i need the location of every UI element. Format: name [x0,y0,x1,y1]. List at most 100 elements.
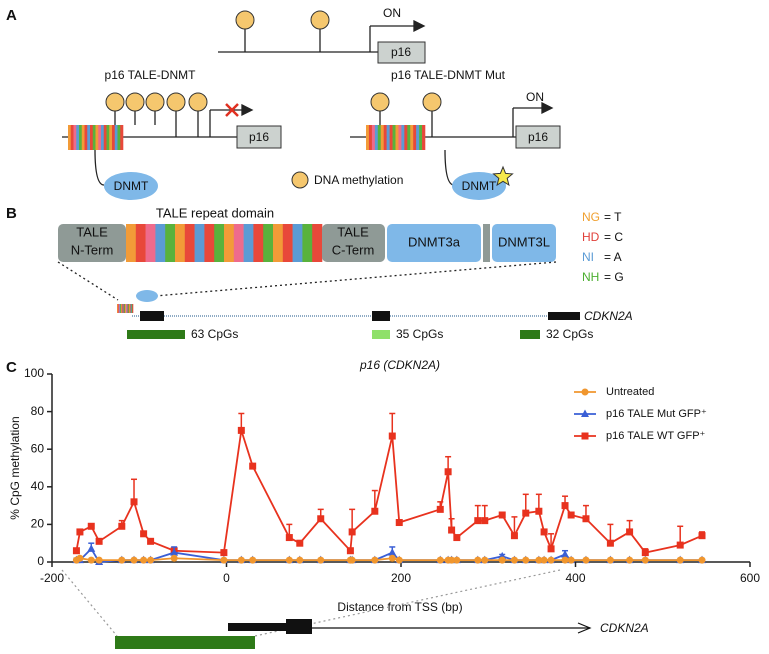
domain-label: N-Term [71,242,114,257]
repeat [395,125,399,150]
point [448,526,456,534]
repeat-domain [126,224,323,262]
repeat [92,125,96,150]
point [474,517,482,525]
repeat [204,224,215,262]
point [481,517,489,525]
point [170,554,178,562]
repeat [106,125,110,150]
point [498,511,506,519]
methyl-dots [105,92,208,112]
gene-box [377,41,426,64]
domain-label: C-Term [332,242,375,257]
legend-text: DNA methylation [314,173,403,187]
repeat [90,125,94,150]
point [535,507,543,515]
legend: Untreated p16 TALE Mut GFP⁺ p16 TALE WT GF… [574,386,707,442]
repeat [130,304,132,313]
repeat [383,125,387,150]
repeat [243,224,254,262]
dnmt-icon [136,290,158,302]
off-mark [225,103,239,117]
repeat [101,125,105,150]
panel-label: B [6,205,17,222]
repeat [175,224,186,262]
error-bar [349,508,356,532]
repeat [125,304,127,313]
construct-title: p16 TALE-DNMT Mut [391,68,506,82]
point [296,539,304,547]
point [237,556,245,564]
repeat [145,224,156,262]
code-meaning: = C [604,230,623,244]
cpg-island [127,330,185,339]
dnmt-label: DNMT [462,179,497,193]
repeat [79,125,83,150]
x-tick-label: 400 [565,571,585,585]
domain-label: TALE [337,224,369,239]
repeat [135,224,146,262]
construct-title: p16 TALE-DNMT [105,68,197,82]
gene-name: CDKN2A [584,309,633,323]
point [676,541,684,549]
repeat [73,125,77,150]
error-bar [389,412,396,437]
repeat [386,125,390,150]
point [561,556,569,564]
error-bar [131,478,138,502]
point [453,534,461,542]
x-tick-label: 200 [391,571,411,585]
domain-label: TALE [76,224,108,239]
point [348,556,356,564]
repeat [95,125,99,150]
repeat [273,224,284,262]
axes [51,374,750,563]
x-tick-label: -200 [40,571,64,585]
cpg-island [115,636,255,649]
repeat [292,224,303,262]
code: NH [582,270,599,284]
repeat [76,125,80,150]
x-axis-label: Distance from TSS (bp) [337,600,462,614]
repeat [81,125,85,150]
point [388,548,397,556]
exon [548,312,580,320]
repeat [374,125,379,150]
x-tick-label: 0 [223,571,230,585]
dnmt3l [492,224,556,262]
repeat [416,125,420,150]
point [348,528,356,536]
point [87,522,95,530]
point [395,519,403,527]
mutation-star [492,165,514,187]
code-meaning: = G [604,270,624,284]
n-term [58,224,126,262]
point [249,556,257,564]
methyl-dot [235,10,255,30]
exon [140,311,164,321]
point [317,515,325,523]
dnmt-label: DNMT [114,179,149,193]
repeat [184,224,195,262]
point [220,549,228,557]
point [606,556,614,564]
point [540,556,548,564]
repeat [70,125,74,150]
repeat-title: TALE repeat domain [156,205,274,220]
point [436,556,444,564]
repeat [129,304,131,313]
point [130,556,138,564]
point [510,556,518,564]
y-tick-label: 40 [31,479,45,493]
point [522,556,530,564]
repeat [119,304,121,313]
point [547,545,555,553]
y-tick-label: 80 [31,404,45,418]
code-meaning: = A [604,250,622,264]
point [626,556,634,564]
repeat [214,224,225,262]
point [72,547,80,555]
point [567,556,575,564]
point [76,528,84,536]
